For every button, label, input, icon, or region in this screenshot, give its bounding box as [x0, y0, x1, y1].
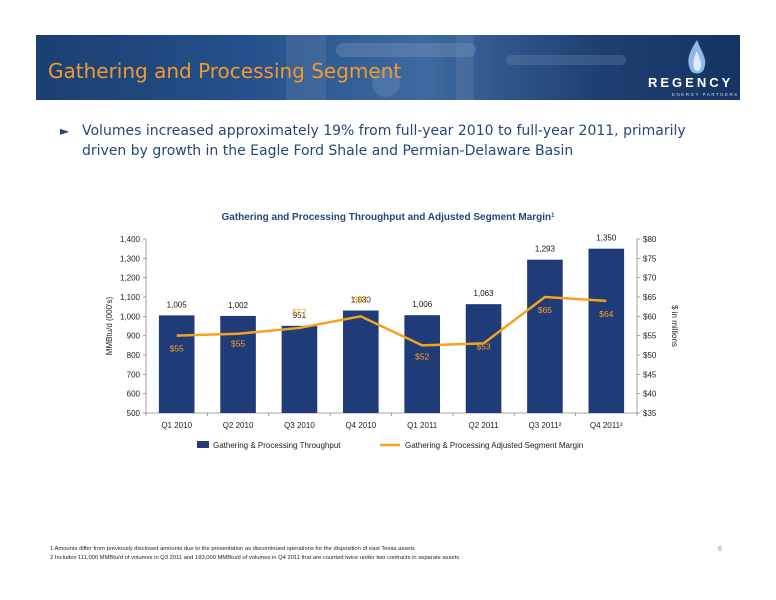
throughput-bar	[343, 310, 379, 413]
y-tick-right-label: $80	[643, 235, 657, 244]
pipeline-background-image	[286, 35, 626, 100]
y-tick-right-label: $65	[643, 293, 657, 302]
x-tick-label: Q3 2011²	[529, 421, 562, 430]
y-axis-right-title: $ in millions	[670, 305, 679, 347]
margin-point-label: $65	[538, 305, 552, 315]
x-tick-label: Q4 2011²	[590, 421, 623, 430]
x-tick-label: Q1 2011	[407, 421, 438, 430]
margin-point-label: $64	[599, 309, 613, 319]
legend-throughput-label: Gathering & Processing Throughput	[213, 441, 341, 450]
throughput-bar	[527, 259, 563, 413]
margin-point-label: $55	[231, 339, 245, 349]
x-tick-label: Q3 2010	[284, 421, 315, 430]
y-axis-left-title: MMBtu/d (000's)	[105, 296, 114, 355]
y-tick-right-label: $50	[643, 351, 657, 360]
throughput-bar	[220, 315, 256, 413]
line-series	[176, 295, 607, 347]
throughput-bar-label: 1,005	[167, 300, 188, 309]
y-tick-left-label: 1,100	[120, 293, 141, 302]
margin-point-label: $60	[354, 294, 368, 304]
y-tick-right-label: $60	[643, 312, 657, 321]
footnote-2: 2 Includes 111,000 MMBtu/d of volumes in…	[50, 555, 460, 561]
page-number: 6	[718, 546, 722, 553]
x-tick-label: Q2 2011	[469, 421, 500, 430]
y-tick-left-label: 1,400	[120, 235, 141, 244]
throughput-bar-label: 1,030	[351, 296, 372, 305]
y-tick-right-label: $75	[643, 254, 657, 263]
throughput-bar	[465, 304, 502, 413]
chart-title-text: Gathering and Processing Throughput and …	[222, 212, 552, 223]
bullet-marker-icon: ►	[60, 124, 70, 138]
margin-point-label: $52	[415, 351, 429, 361]
throughput-bar	[588, 248, 625, 413]
page-title: Gathering and Processing Segment	[48, 59, 402, 83]
header-banner: Gathering and Processing Segment	[36, 35, 740, 100]
bullet-text: Volumes increased approximately 19% from…	[82, 123, 686, 159]
throughput-bar	[158, 315, 195, 413]
x-tick-label: Q1 2010	[161, 421, 192, 430]
chart-legend: Gathering & Processing Throughput Gatheri…	[197, 441, 583, 450]
legend-throughput-swatch	[197, 441, 209, 448]
chart-title: Gathering and Processing Throughput and …	[222, 212, 556, 223]
y-tick-left-label: 500	[127, 409, 141, 418]
margin-point-label: $57	[292, 307, 306, 317]
bar-series	[158, 248, 625, 413]
y-tick-left-label: 1,300	[120, 254, 141, 263]
throughput-bar	[281, 325, 318, 413]
regency-flame-logo-icon	[688, 40, 706, 74]
x-tick-label: Q2 2010	[223, 421, 254, 430]
throughput-bar-label: 1,002	[228, 301, 249, 310]
y-tick-right-label: $40	[643, 390, 657, 399]
legend-margin-label: Gathering & Processing Adjusted Segment …	[405, 441, 583, 450]
y-tick-left-label: 1,000	[120, 312, 141, 321]
throughput-bar-label: 1,063	[474, 289, 495, 298]
data-labels: 1,005 1,002 951 1,030 1,006 1,063 1,293 1,350 $5…	[167, 234, 617, 362]
throughput-bar-label: 951	[293, 311, 307, 320]
logo-text: REGENCY	[648, 75, 734, 90]
y-tick-left-label: 700	[127, 370, 141, 379]
y-tick-right-label: $45	[643, 370, 657, 379]
throughput-bar-label: 1,350	[596, 234, 617, 243]
x-tick-label: Q4 2010	[345, 421, 376, 430]
y-tick-left-label: 1,200	[120, 274, 141, 283]
y-tick-left-label: 800	[127, 351, 141, 360]
margin-point-label: $53	[476, 341, 490, 351]
logo-subtext: ENERGY PARTNERS	[672, 92, 739, 97]
margin-point-label: $55	[170, 344, 184, 354]
y-tick-left-label: 600	[127, 390, 141, 399]
y-tick-right-label: $35	[643, 409, 657, 418]
y-tick-left-label: 900	[127, 332, 141, 341]
footnote-1: 1 Amounts differ from previously disclos…	[50, 546, 415, 552]
y-tick-right-label: $70	[643, 274, 657, 283]
throughput-bar	[404, 315, 440, 413]
margin-line	[176, 295, 607, 347]
chart-title-superscript: 1	[551, 213, 555, 219]
throughput-bar-label: 1,293	[535, 245, 556, 254]
throughput-bar-label: 1,006	[412, 300, 433, 309]
y-tick-right-label: $55	[643, 332, 657, 341]
